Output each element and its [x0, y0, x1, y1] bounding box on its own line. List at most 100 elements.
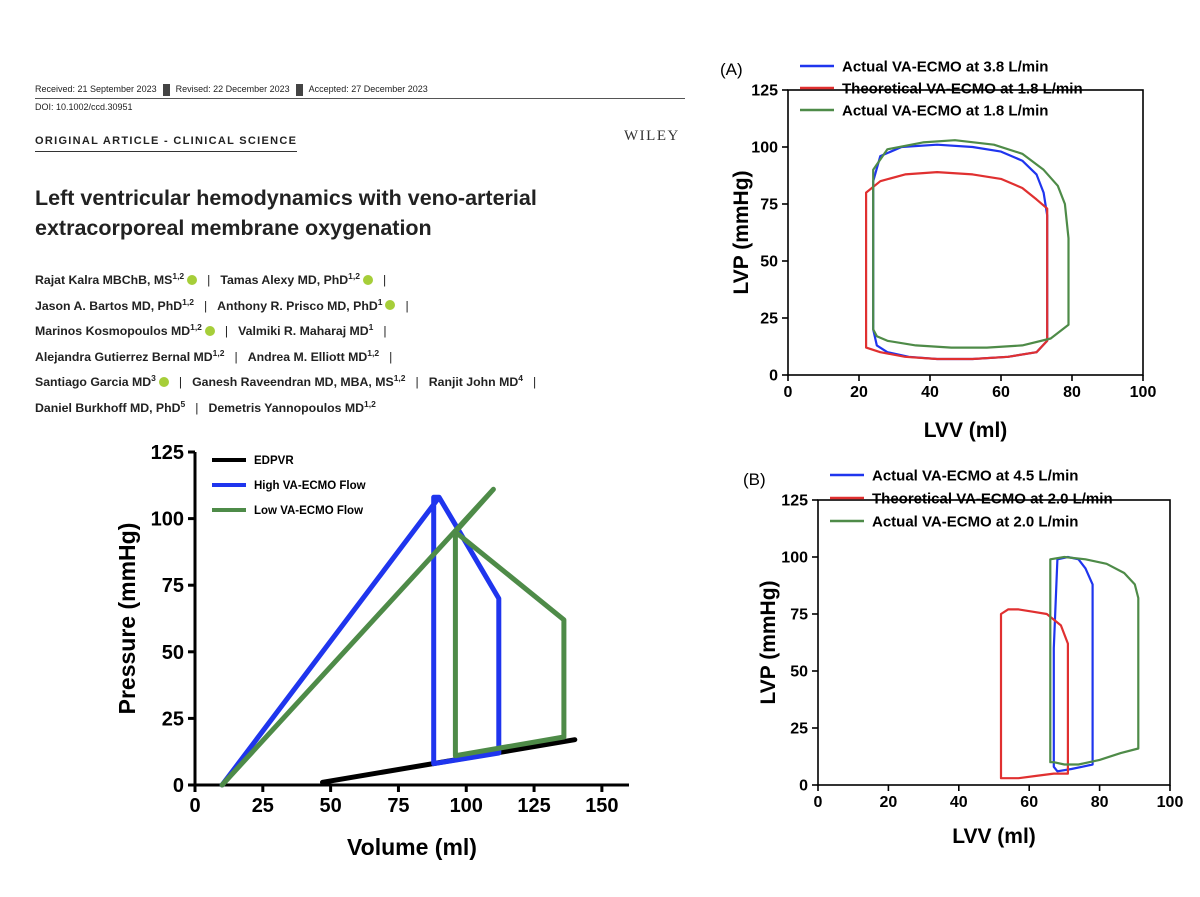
- author-separator: |: [532, 375, 537, 390]
- panel-A-chart: 0 20 40 60 80 100 0 25 50 75 100 125 LVV (ml) LVP (mm…: [720, 58, 1156, 442]
- author-name: Valmiki R. Maharaj MD: [238, 324, 369, 339]
- legend-label: Actual VA-ECMO at 4.5 L/min: [872, 467, 1078, 484]
- received-date: Received: 21 September 2023: [35, 84, 157, 95]
- y-tick-label: 100: [151, 509, 184, 531]
- panel-label: (A): [720, 60, 743, 79]
- y-tick-label: 25: [162, 708, 184, 730]
- y-tick-label: 125: [151, 442, 184, 464]
- author-separator: |: [178, 375, 183, 390]
- doi[interactable]: DOI: 10.1002/ccd.30951: [35, 102, 133, 112]
- author-affiliation: 4: [518, 373, 523, 384]
- x-tick-label: 100: [1130, 384, 1157, 401]
- x-axis-label: LVV (ml): [952, 825, 1036, 848]
- author-name: Andrea M. Elliott MD: [247, 349, 368, 364]
- x-tick-label: 0: [189, 795, 200, 817]
- article-section: ORIGINAL ARTICLE - CLINICAL SCIENCE: [35, 135, 298, 152]
- orcid-icon[interactable]: [363, 274, 373, 285]
- author-affiliation: 1,2: [367, 347, 380, 358]
- author-affiliation: 1,2: [348, 271, 360, 281]
- y-tick-label: 25: [760, 311, 778, 328]
- x-tick-label: 20: [850, 384, 868, 401]
- pv-schematic-chart: 0 25 50 75 100 125 150 0 25 50 75 100 125 Volume (ml)…: [114, 442, 629, 860]
- author-separator: |: [207, 273, 211, 288]
- y-tick-label: 0: [799, 778, 808, 795]
- orcid-icon[interactable]: [158, 377, 169, 388]
- legend-label: Actual VA-ECMO at 3.8 L/min: [842, 58, 1048, 75]
- header-rule: [35, 98, 685, 99]
- x-tick-label: 0: [784, 384, 793, 401]
- x-axis-label: Volume (ml): [347, 834, 477, 860]
- author-affiliation: 3: [151, 373, 156, 384]
- legend-label: Actual VA-ECMO at 2.0 L/min: [872, 513, 1078, 530]
- x-tick-label: 75: [387, 795, 409, 817]
- x-tick-label: 60: [992, 384, 1010, 401]
- author-name: Ranjit John MD: [428, 375, 519, 390]
- author-separator: |: [389, 349, 393, 364]
- author-name: Jason A. Bartos MD, PhD: [35, 298, 183, 313]
- series-line: [1049, 555, 1140, 766]
- article-title: Left ventricular hemodynamics with veno-…: [35, 186, 537, 240]
- legend-label: Theoretical VA-ECMO at 1.8 L/min: [842, 80, 1083, 97]
- author-list: Rajat Kalra MBChB, MS1,2 | Tamas Alexy MD,…: [35, 266, 715, 420]
- panel-label: (B): [743, 470, 766, 489]
- y-tick-label: 50: [790, 664, 808, 681]
- x-tick-label: 80: [1091, 794, 1109, 811]
- publisher-logo: WILEY: [624, 128, 680, 144]
- y-tick-label: 50: [760, 254, 778, 271]
- y-tick-label: 0: [173, 775, 184, 797]
- author-name: Demetris Yannopoulos MD: [208, 401, 365, 416]
- author-separator: |: [195, 401, 199, 416]
- author-separator: |: [203, 298, 208, 313]
- author-separator: |: [234, 349, 238, 364]
- x-axis-label: LVV (ml): [924, 419, 1008, 442]
- author-name: Anthony R. Prisco MD, PhD: [217, 298, 378, 313]
- author-separator: |: [405, 298, 409, 313]
- author-affiliation: 1,2: [364, 398, 376, 409]
- x-tick-label: 100: [450, 795, 483, 817]
- y-tick-label: 75: [162, 575, 184, 597]
- orcid-icon[interactable]: [385, 300, 396, 311]
- y-tick-label: 75: [760, 197, 778, 214]
- x-tick-label: 100: [1157, 794, 1184, 811]
- plot-frame: [787, 89, 1144, 376]
- x-tick-label: 20: [880, 794, 898, 811]
- legend-label: EDPVR: [254, 455, 294, 467]
- author-affiliation: 1,2: [212, 347, 225, 358]
- y-tick-label: 50: [162, 642, 184, 664]
- author-name: Ganesh Raveendran MD, MBA, MS: [192, 375, 394, 390]
- series-line: [872, 139, 1070, 349]
- author-name: Daniel Burkhoff MD, PhD: [35, 401, 181, 416]
- author-separator: |: [383, 324, 387, 339]
- author-name: Santiago Garcia MD: [35, 375, 152, 390]
- author-separator: |: [415, 375, 419, 390]
- x-tick-label: 50: [320, 795, 342, 817]
- x-tick-label: 40: [921, 384, 939, 401]
- legend-label: Theoretical VA-ECMO at 2.0 L/min: [872, 490, 1113, 507]
- author-name: Marinos Kosmopoulos MD: [35, 324, 191, 339]
- x-tick-label: 125: [517, 795, 550, 817]
- x-tick-label: 40: [950, 794, 968, 811]
- y-tick-label: 100: [781, 550, 808, 567]
- author-affiliation: 1: [368, 322, 374, 333]
- author-name: Rajat Kalra MBChB, MS: [35, 273, 173, 288]
- y-tick-label: 100: [751, 140, 778, 157]
- orcid-icon[interactable]: [187, 274, 198, 285]
- author-affiliation: 1: [377, 296, 383, 307]
- accepted-date: Accepted: 27 December 2023: [308, 84, 428, 95]
- series-line: [1052, 555, 1094, 773]
- series-line: [999, 608, 1070, 780]
- author-name: Alejandra Gutierrez Bernal MD: [35, 349, 213, 364]
- x-tick-label: 80: [1063, 384, 1081, 401]
- plot-frame: [817, 499, 1171, 786]
- orcid-icon[interactable]: [204, 326, 215, 337]
- author-affiliation: 1,2: [172, 271, 185, 281]
- legend-label: Low VA-ECMO Flow: [254, 505, 363, 517]
- x-tick-label: 25: [252, 795, 274, 817]
- legend-label: High VA-ECMO Flow: [254, 480, 366, 492]
- y-tick-label: 0: [769, 368, 778, 385]
- author-affiliation: 1,2: [393, 373, 406, 384]
- panel-B-chart: 0 20 40 60 80 100 0 25 50 75 100 125 LVV (ml) LVP (mm…: [743, 467, 1183, 848]
- y-axis-label: LVP (mmHg): [730, 170, 753, 294]
- y-axis-label: LVP (mmHg): [757, 580, 780, 704]
- author-affiliation: 1,2: [190, 322, 202, 333]
